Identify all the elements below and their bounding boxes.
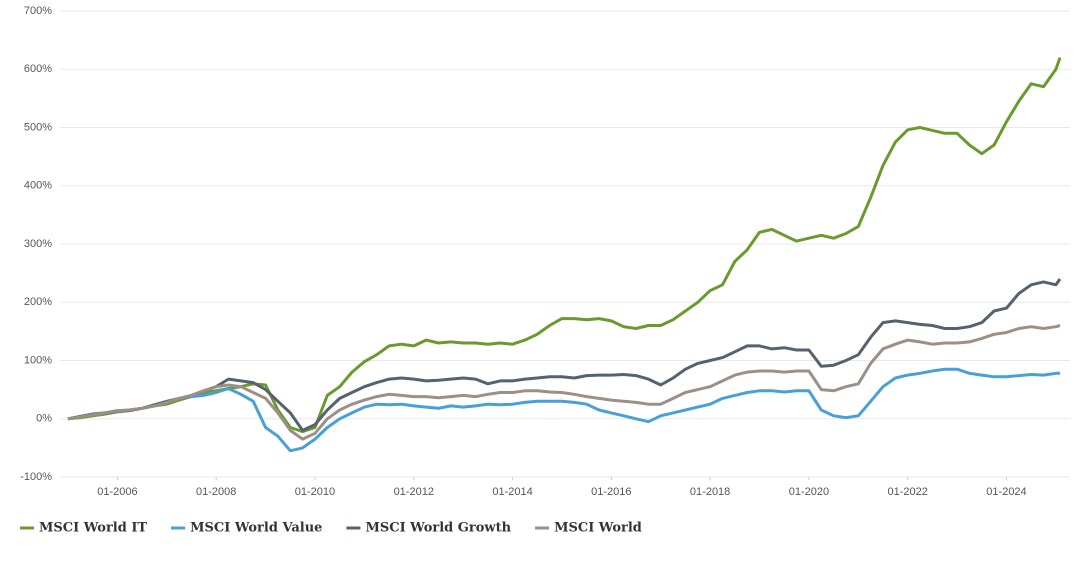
- x-tick-label: 01-2020: [789, 486, 829, 498]
- x-tick-label: 01-2018: [690, 486, 730, 498]
- x-tick-label: 01-2010: [295, 486, 335, 498]
- series-line: [67, 367, 1060, 453]
- y-tick-label: 700%: [24, 5, 52, 17]
- legend-label: MSCI World: [554, 521, 642, 536]
- legend-label: MSCI World Value: [190, 521, 322, 536]
- y-tick-label: 400%: [24, 180, 52, 192]
- x-tick-label: 01-2006: [97, 486, 137, 498]
- y-tick-label: 600%: [24, 63, 52, 75]
- series-line: [67, 324, 1061, 441]
- series-line: [67, 278, 1062, 432]
- x-tick-label: 01-2008: [196, 486, 236, 498]
- x-tick-label: 01-2024: [986, 486, 1026, 498]
- y-tick-label: 200%: [24, 296, 52, 308]
- y-tick-label: 0%: [36, 413, 52, 425]
- legend-label: MSCI World IT: [39, 521, 147, 536]
- x-tick-label: 01-2016: [591, 486, 631, 498]
- y-tick-label: 300%: [24, 238, 52, 250]
- y-tick-label: 100%: [24, 354, 52, 366]
- x-tick-label: 01-2022: [888, 486, 928, 498]
- x-tick-label: 01-2014: [492, 486, 532, 498]
- legend-label: MSCI World Growth: [365, 521, 511, 536]
- y-tick-label: 500%: [24, 121, 52, 133]
- y-tick-label: -100%: [20, 471, 52, 483]
- series-line: [67, 57, 1062, 434]
- x-tick-label: 01-2012: [394, 486, 434, 498]
